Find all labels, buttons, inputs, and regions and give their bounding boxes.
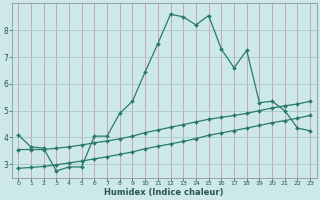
X-axis label: Humidex (Indice chaleur): Humidex (Indice chaleur) <box>104 188 224 197</box>
